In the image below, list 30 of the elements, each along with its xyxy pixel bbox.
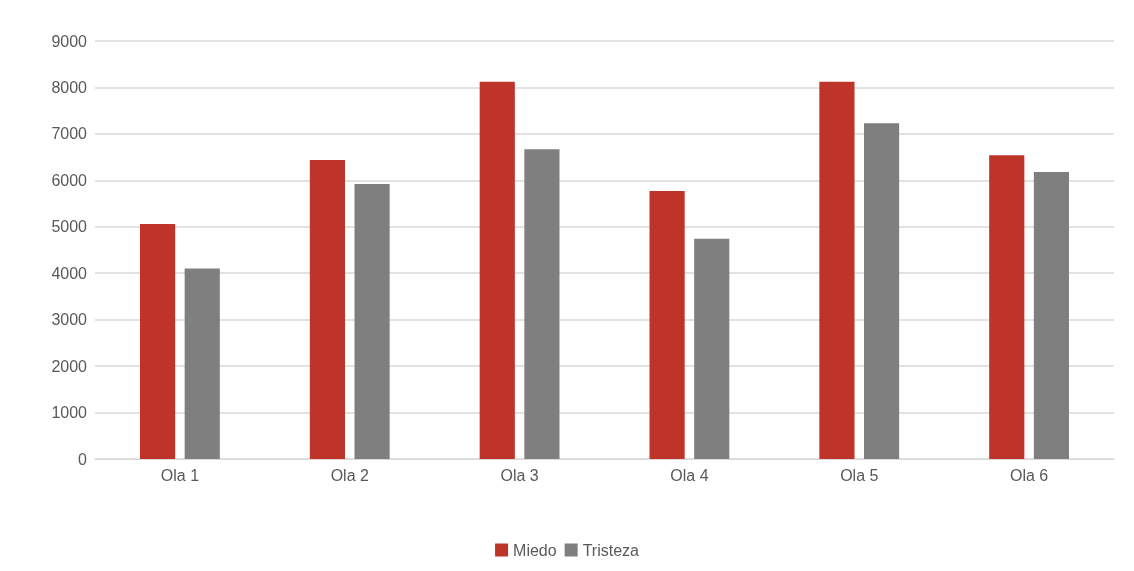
bar xyxy=(989,155,1025,459)
y-tick-label: 5000 xyxy=(51,218,88,236)
bar xyxy=(819,81,855,459)
y-tick-label: 6000 xyxy=(51,171,88,189)
x-tick-label: Ola 3 xyxy=(500,466,539,484)
bar xyxy=(694,238,730,459)
y-tick-label: 4000 xyxy=(51,264,88,282)
y-tick-label: 2000 xyxy=(51,357,88,375)
x-tick-label: Ola 4 xyxy=(670,466,709,484)
y-tick-label: 9000 xyxy=(51,32,88,50)
legend-label: Tristeza xyxy=(582,541,640,559)
y-tick-label: 0 xyxy=(78,450,88,468)
x-tick-label: Ola 2 xyxy=(330,466,369,484)
bar xyxy=(184,268,220,459)
bar xyxy=(479,81,515,459)
bar xyxy=(864,123,900,459)
x-tick-label: Ola 5 xyxy=(840,466,879,484)
bar xyxy=(649,191,685,459)
y-tick-label: 8000 xyxy=(51,78,88,96)
bar xyxy=(524,149,560,459)
y-tick-label: 1000 xyxy=(51,404,88,422)
x-tick-label: Ola 1 xyxy=(160,466,200,484)
y-tick-label: 7000 xyxy=(51,125,88,143)
bar xyxy=(1033,171,1069,459)
bar xyxy=(354,184,390,459)
y-tick-label: 3000 xyxy=(51,311,88,329)
x-tick-label: Ola 6 xyxy=(1009,466,1049,484)
bar xyxy=(140,223,176,459)
bar xyxy=(309,159,345,459)
legend-label: Miedo xyxy=(513,541,557,559)
